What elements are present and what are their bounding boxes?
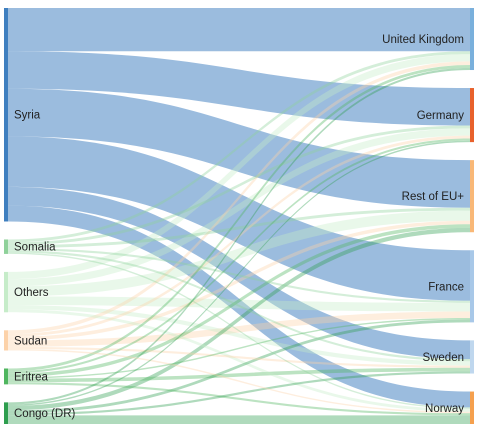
target-label-france: France — [428, 281, 464, 293]
flow-others-to-united-kingdom — [8, 54, 470, 280]
flow-syria-to-france — [8, 136, 470, 301]
flow-others-to-germany — [8, 128, 470, 287]
flow-sudan-to-norway — [8, 349, 470, 414]
target-label-germany: Germany — [417, 110, 465, 122]
target-label-rest-of-eu: Rest of EU+ — [402, 191, 465, 203]
flow-sudan-to-germany — [8, 135, 470, 337]
flow-congo-dr-to-france — [8, 319, 470, 414]
flow-somalia-to-germany — [8, 125, 470, 246]
flow-syria-to-germany — [8, 51, 470, 126]
flow-syria-to-sweden — [8, 186, 470, 360]
target-label-united-kingdom: United Kingdom — [382, 34, 464, 46]
flow-eritrea-to-united-kingdom — [8, 64, 470, 372]
flow-syria-to-norway — [8, 205, 470, 408]
source-node-others — [4, 271, 8, 313]
flow-others-to-rest-of-eu — [8, 210, 470, 297]
source-label-syria: Syria — [14, 110, 41, 122]
flow-somalia-to-rest-of-eu — [8, 207, 470, 249]
flow-others-to-sweden — [8, 305, 470, 366]
flow-congo-dr-to-germany — [8, 140, 470, 406]
source-node-sudan — [4, 330, 8, 351]
sankey-links — [8, 8, 470, 424]
flow-somalia-to-norway — [8, 252, 470, 409]
flow-sudan-to-united-kingdom — [8, 61, 470, 334]
flow-congo-dr-to-sweden — [8, 371, 470, 416]
flow-eritrea-to-norway — [8, 382, 470, 416]
flow-eritrea-to-germany — [8, 138, 470, 374]
source-label-congo-dr: Congo (DR) — [14, 408, 76, 420]
flow-congo-dr-to-united-kingdom — [8, 67, 470, 405]
flow-somalia-to-france — [8, 248, 470, 303]
source-node-eritrea — [4, 368, 8, 385]
flow-somalia-to-sweden — [8, 250, 470, 362]
target-node-germany — [470, 88, 474, 143]
flow-syria-to-united-kingdom — [8, 8, 470, 52]
source-label-eritrea: Eritrea — [14, 371, 48, 383]
flow-eritrea-to-rest-of-eu — [8, 224, 470, 378]
flow-eritrea-to-sweden — [8, 367, 470, 383]
target-node-france — [470, 250, 474, 323]
sankey-labels: Syria Somalia Others Sudan Eritrea Congo (DR)… — [14, 34, 464, 420]
flow-eritrea-to-france — [8, 318, 470, 379]
source-label-others: Others — [14, 287, 49, 299]
source-node-syria — [4, 8, 8, 222]
target-node-rest-of-eu — [470, 160, 474, 233]
target-label-norway: Norway — [425, 403, 464, 415]
target-node-sweden — [470, 340, 474, 374]
flow-congo-dr-to-norway — [8, 415, 470, 424]
target-label-sweden: Sweden — [422, 352, 464, 364]
flow-sudan-to-sweden — [8, 346, 470, 368]
source-label-sudan: Sudan — [14, 335, 47, 347]
flow-others-to-norway — [8, 309, 470, 412]
flow-sudan-to-france — [8, 311, 470, 347]
source-label-somalia: Somalia — [14, 242, 56, 254]
flow-syria-to-rest-of-eu — [8, 88, 470, 208]
target-node-norway — [470, 391, 474, 424]
flow-congo-dr-to-rest-of-eu — [8, 227, 470, 411]
flow-others-to-france — [8, 296, 470, 312]
sankey-nodes — [4, 8, 474, 424]
source-node-somalia — [4, 239, 8, 254]
flow-somalia-to-united-kingdom — [8, 51, 470, 243]
target-node-united-kingdom — [470, 8, 474, 71]
source-node-congo-dr — [4, 402, 8, 424]
flow-sudan-to-rest-of-eu — [8, 220, 470, 341]
